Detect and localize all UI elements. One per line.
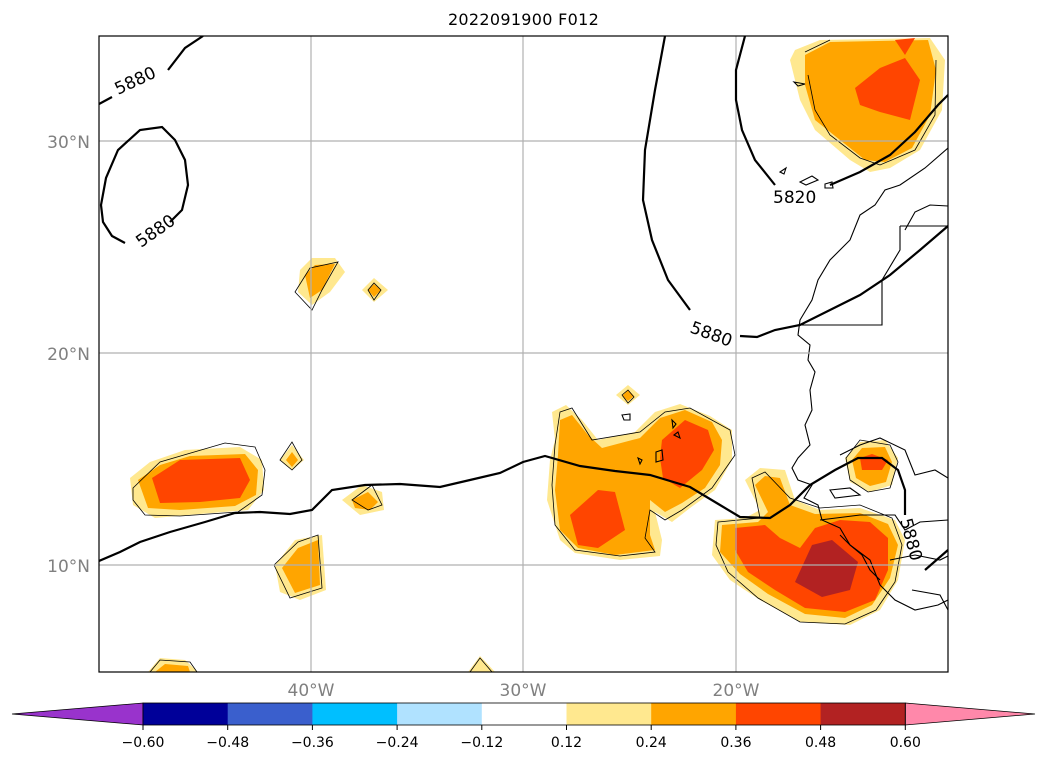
contour-label-5820: 5820 xyxy=(773,188,816,208)
anomaly-region-northeast xyxy=(790,38,945,172)
colorbar-tick-label: −0.12 xyxy=(460,735,503,751)
lat-label-20n: 20°N xyxy=(47,345,90,365)
latitude-labels: 30°N 20°N 10°N xyxy=(47,133,90,577)
lat-label-30n: 30°N xyxy=(47,133,90,153)
longitude-labels: 40°W 30°W 20°W xyxy=(288,681,760,701)
page-title: 2022091900 F012 xyxy=(447,10,600,29)
colorbar-tick-label: −0.24 xyxy=(376,735,419,751)
colorbar: −0.60 −0.48 −0.36 −0.24 −0.12 0.12 0.24 0.36 0.4… xyxy=(11,702,1036,751)
colorbar-tick-label: 0.24 xyxy=(636,735,667,751)
colorbar-tick-label: −0.36 xyxy=(291,735,334,751)
anomaly-region-small-north xyxy=(294,258,388,311)
colorbar-cell xyxy=(227,703,313,725)
anomaly-region-west xyxy=(130,441,304,518)
colorbar-cell xyxy=(820,703,906,725)
colorbar-outline xyxy=(142,702,906,726)
anomaly-region-small-south xyxy=(148,484,495,672)
colorbar-tick-label: −0.48 xyxy=(206,735,249,751)
colorbar-extend-min xyxy=(11,702,144,726)
lon-label-30w: 30°W xyxy=(500,681,547,701)
colorbar-cell xyxy=(735,703,822,725)
map-frame xyxy=(98,35,949,673)
colorbar-tick-label: 0.60 xyxy=(890,735,921,751)
colorbar-tick-label: 0.48 xyxy=(805,735,836,751)
lon-label-40w: 40°W xyxy=(288,681,335,701)
colorbar-tick-label: −0.60 xyxy=(122,735,165,751)
lon-label-20w: 20°W xyxy=(713,681,760,701)
colorbar-tick-label: 0.36 xyxy=(720,735,751,751)
colorbar-cell xyxy=(481,703,567,725)
colorbar-tick-label: 0.12 xyxy=(551,735,582,751)
anomaly-region-southeast xyxy=(712,439,905,625)
colorbar-cell xyxy=(143,703,229,725)
colorbar-cell xyxy=(566,703,652,725)
height-contours xyxy=(99,36,948,571)
colorbar-cell xyxy=(651,703,737,725)
colorbar-cell xyxy=(312,703,398,725)
colorbar-extend-max xyxy=(904,702,1036,726)
lat-label-10n: 10°N xyxy=(47,557,90,577)
map-gridlines xyxy=(99,36,948,672)
anomaly-region-central xyxy=(547,385,736,560)
colorbar-cell xyxy=(397,703,483,725)
